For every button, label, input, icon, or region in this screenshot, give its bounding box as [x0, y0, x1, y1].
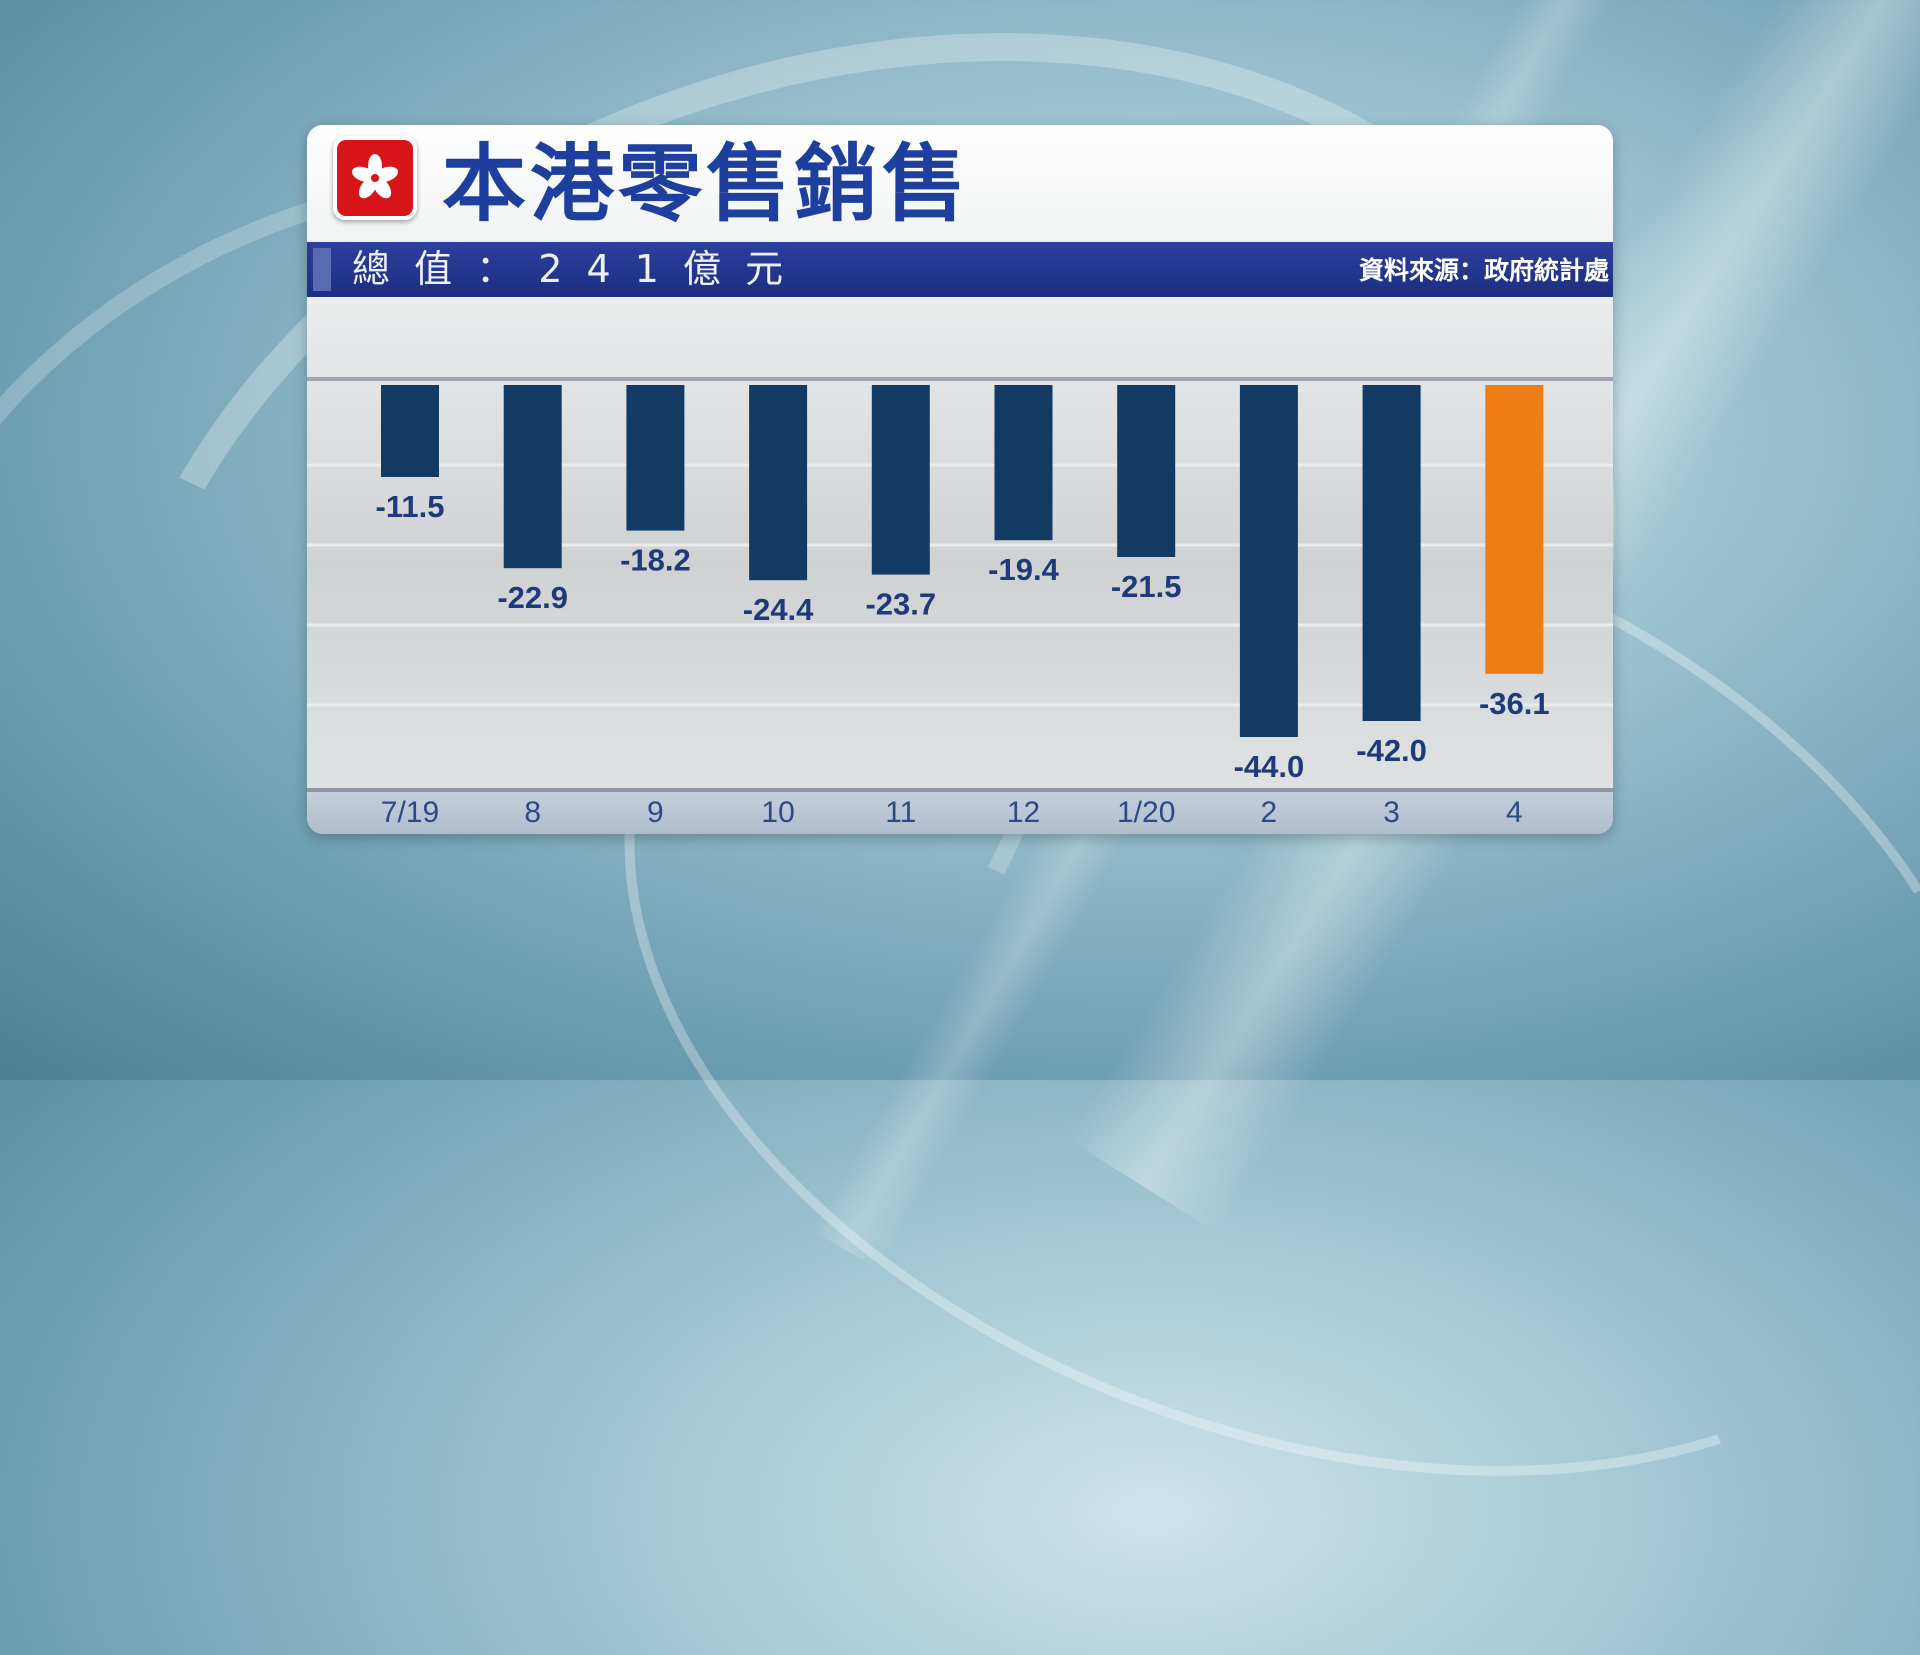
- data-label: -36.1: [1479, 686, 1550, 721]
- info-bar: 總 值 ： 2 4 1 億 元 資料來源：政府統計處: [307, 242, 1613, 297]
- data-label: -11.5: [376, 489, 445, 524]
- data-source-label: 資料來源：政府統計處: [1358, 256, 1609, 285]
- data-label: -24.4: [743, 592, 814, 627]
- x-tick-label: 1/20: [1117, 796, 1175, 829]
- x-tick-label: 11: [885, 796, 916, 829]
- title-bar: 本港零售銷售: [307, 125, 1613, 240]
- bar: [381, 385, 439, 477]
- data-label: -44.0: [1234, 749, 1305, 784]
- bar: [1239, 385, 1298, 737]
- info-bar-accent: [313, 248, 331, 291]
- logo: [333, 136, 417, 220]
- chart-title: 本港零售銷售: [442, 135, 971, 233]
- data-label: -22.9: [497, 580, 568, 615]
- x-tick-label: 12: [1007, 796, 1040, 829]
- x-tick-label: 9: [647, 796, 664, 829]
- x-tick-label: 4: [1506, 796, 1523, 829]
- bar: [871, 385, 930, 575]
- total-value-label: 總 值 ： 2 4 1 億 元: [352, 247, 790, 291]
- bar: [749, 385, 808, 581]
- data-label: -42.0: [1356, 733, 1427, 768]
- x-tick-label: 7/19: [381, 796, 439, 829]
- bar: [503, 385, 562, 569]
- x-tick-label: 3: [1383, 796, 1400, 829]
- bar: [1485, 385, 1544, 674]
- x-axis-strip: [307, 792, 1613, 834]
- data-label: -23.7: [865, 587, 936, 622]
- hk-bauhinia-flag-icon: [337, 140, 413, 216]
- chart-panel: 本港零售銷售 總 值 ： 2 4 1 億 元 資料來源：政府統計處 -11.5 7…: [307, 125, 1613, 834]
- bar: [1362, 385, 1421, 721]
- data-label: -18.2: [620, 543, 691, 578]
- bar: [1117, 385, 1176, 557]
- bar-chart: -11.5 7/19 -22.9 8 -18.2 9 -24.4 10 -23.7 11 -19.4…: [307, 377, 1613, 829]
- x-tick-label: 2: [1261, 796, 1278, 829]
- data-label: -21.5: [1111, 569, 1182, 604]
- bar: [626, 385, 685, 531]
- data-label: -19.4: [988, 552, 1059, 587]
- x-tick-label: 10: [761, 796, 794, 829]
- x-tick-label: 8: [524, 796, 541, 829]
- bar: [994, 385, 1053, 541]
